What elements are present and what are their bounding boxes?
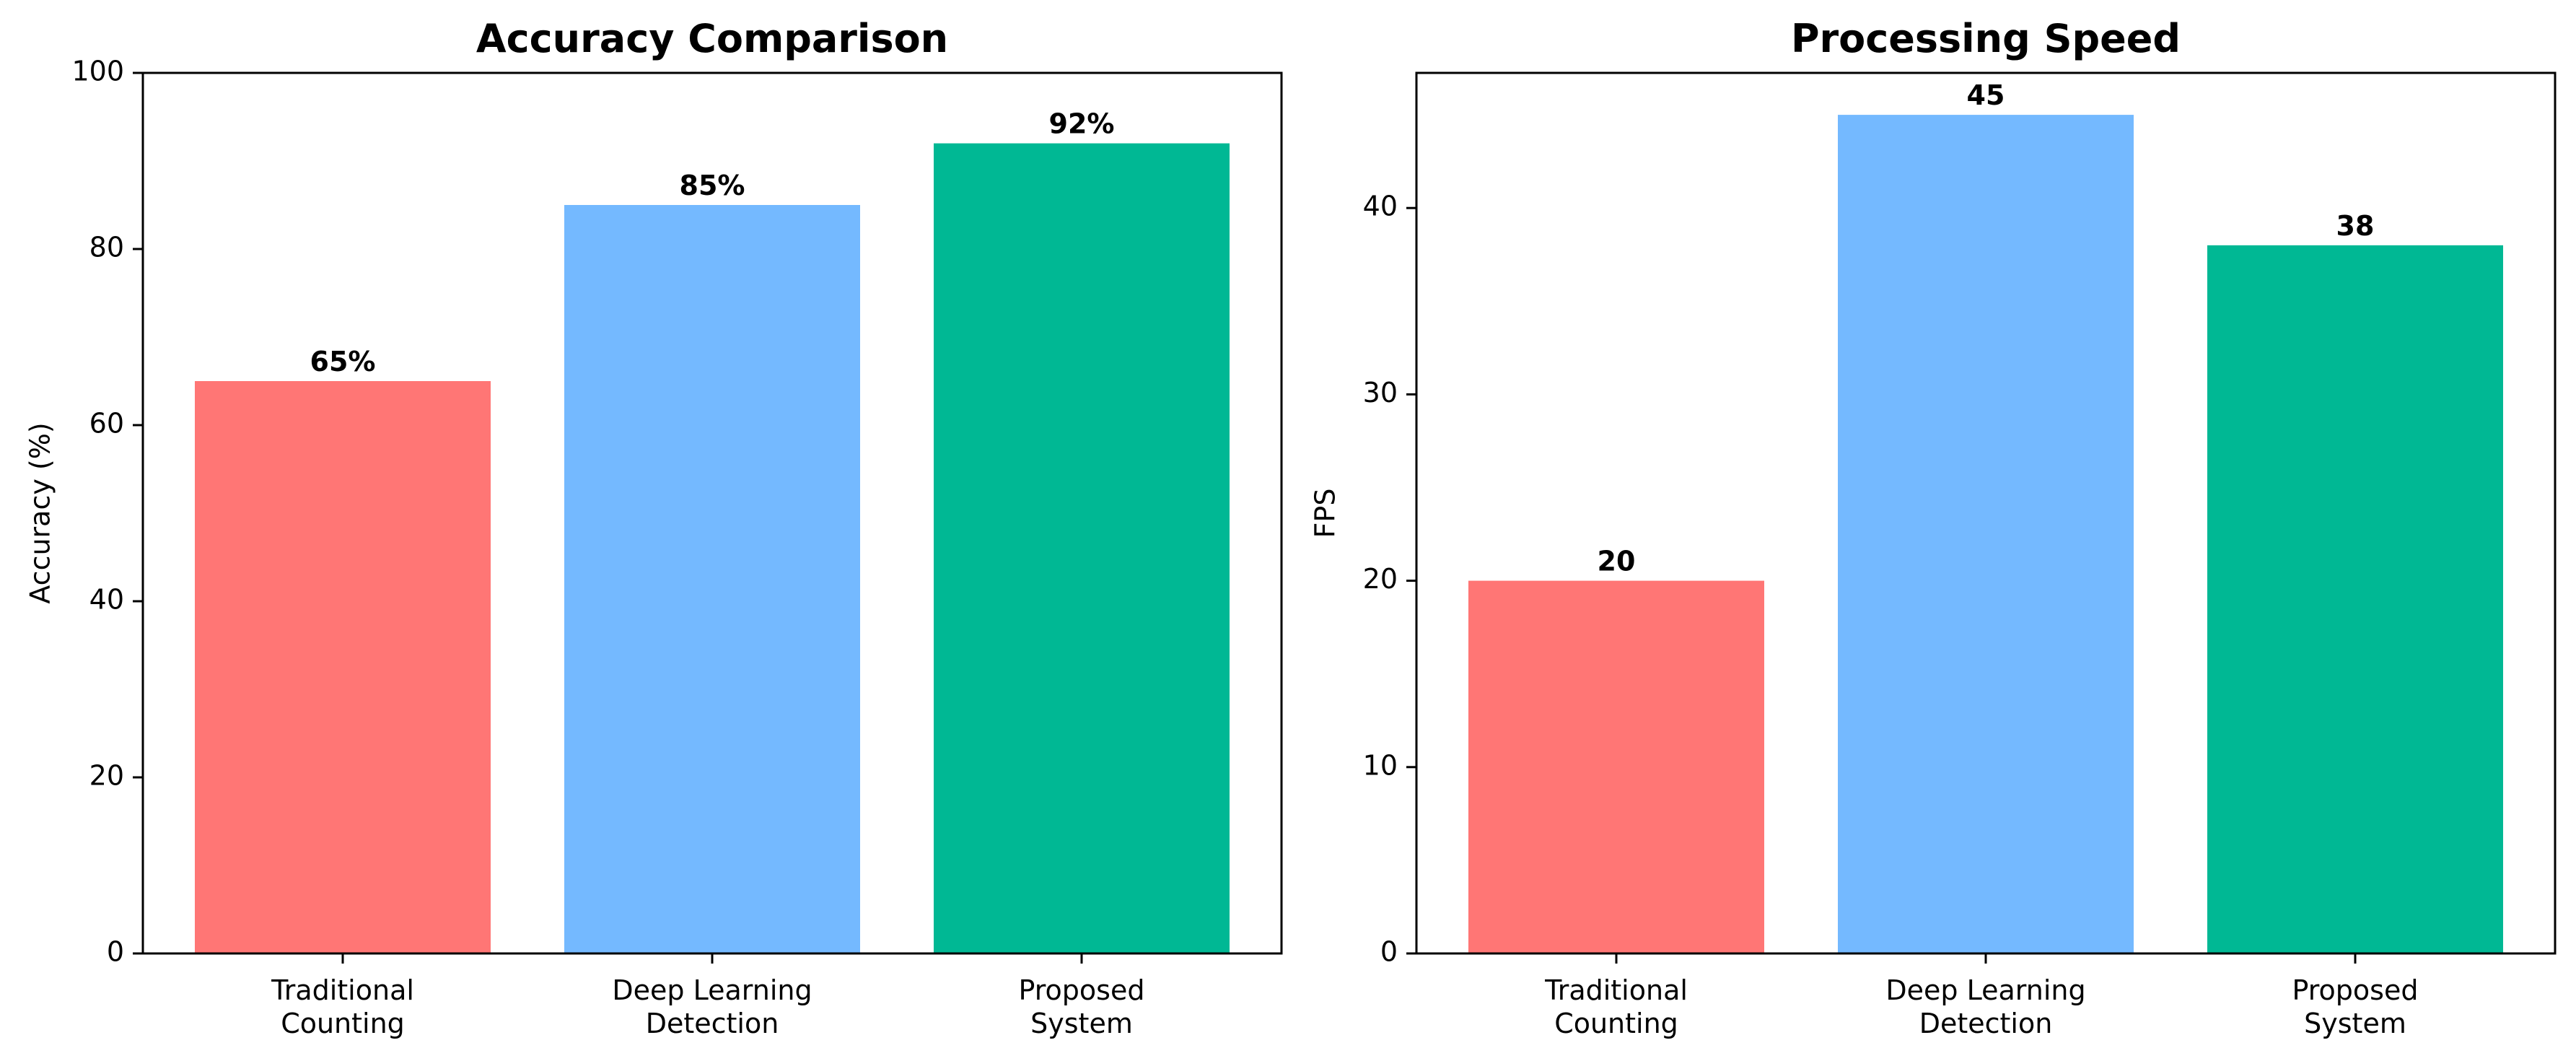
y-axis-label: FPS <box>1310 489 1341 538</box>
x-tick-label: Deep Learning Detection <box>612 974 812 1039</box>
y-axis-label: Accuracy (%) <box>25 422 56 603</box>
data-label: 45 <box>1967 79 2005 111</box>
data-label: 38 <box>2336 210 2375 242</box>
data-label: 85% <box>680 170 745 201</box>
axes-frame <box>1415 71 2557 955</box>
y-ticks: 0 10 20 30 40 <box>1363 191 1416 968</box>
bar <box>564 205 860 953</box>
x-tick-label: Proposed System <box>2292 974 2419 1039</box>
x-tick-label: Traditional Counting <box>271 974 414 1039</box>
x-tick-label: Deep Learning Detection <box>1885 974 2085 1039</box>
y-tick-label: 80 <box>89 232 124 263</box>
processing-speed-chart: Processing Speed FPS 0 10 20 30 40 Tradition… <box>1310 16 2557 1039</box>
y-tick-label: 40 <box>1363 191 1398 222</box>
y-tick-label: 20 <box>89 760 124 792</box>
data-labels: 20 45 38 <box>1598 79 2375 577</box>
chart-title: Accuracy Comparison <box>476 16 948 61</box>
x-tick-label: Traditional Counting <box>1544 974 1688 1039</box>
bars <box>195 143 1230 954</box>
y-tick-label: 100 <box>71 56 124 87</box>
x-tick-label: Proposed System <box>1019 974 1145 1039</box>
bar <box>2207 245 2503 954</box>
y-tick-label: 10 <box>1363 749 1398 781</box>
axes-frame <box>141 71 1283 955</box>
y-tick-label: 60 <box>89 408 124 440</box>
y-tick-label: 20 <box>1363 563 1398 595</box>
bars <box>1468 115 2503 954</box>
accuracy-chart: Accuracy Comparison Accuracy (%) 0 20 40 60… <box>25 16 1283 1039</box>
data-label: 92% <box>1049 108 1115 140</box>
y-tick-label: 0 <box>1380 936 1398 968</box>
chart-title: Processing Speed <box>1791 16 2181 61</box>
y-ticks: 0 20 40 60 80 100 <box>71 56 143 968</box>
data-labels: 65% 85% 92% <box>310 108 1115 377</box>
y-tick-label: 30 <box>1363 377 1398 409</box>
data-label: 20 <box>1598 546 1636 577</box>
bar <box>934 143 1230 954</box>
bar <box>1838 115 2134 954</box>
x-tick-labels: Traditional Counting Deep Learning Detectio… <box>271 953 1144 1039</box>
x-tick-labels: Traditional Counting Deep Learning Detectio… <box>1544 953 2418 1039</box>
data-label: 65% <box>310 346 376 377</box>
y-tick-label: 0 <box>107 936 124 968</box>
y-tick-label: 40 <box>89 584 124 616</box>
bar <box>195 381 491 953</box>
bar <box>1468 580 1764 953</box>
